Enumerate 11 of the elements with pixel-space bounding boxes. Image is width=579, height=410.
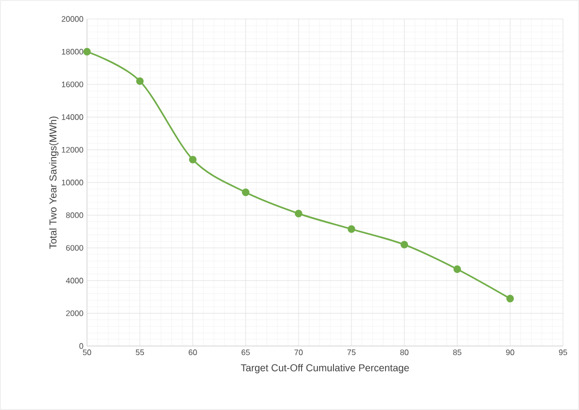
- point: [294, 210, 302, 218]
- point: [453, 265, 462, 273]
- point: [83, 48, 91, 56]
- point: [136, 77, 144, 85]
- point: [242, 188, 250, 196]
- point: [188, 156, 197, 164]
- point: [506, 294, 514, 302]
- point: [348, 225, 356, 233]
- point: [400, 240, 408, 248]
- y-axis-title: Total Two Year Savings(MWh): [49, 116, 58, 249]
- x-axis-title: Target Cut-Off Cumulative Percentage: [240, 364, 409, 374]
